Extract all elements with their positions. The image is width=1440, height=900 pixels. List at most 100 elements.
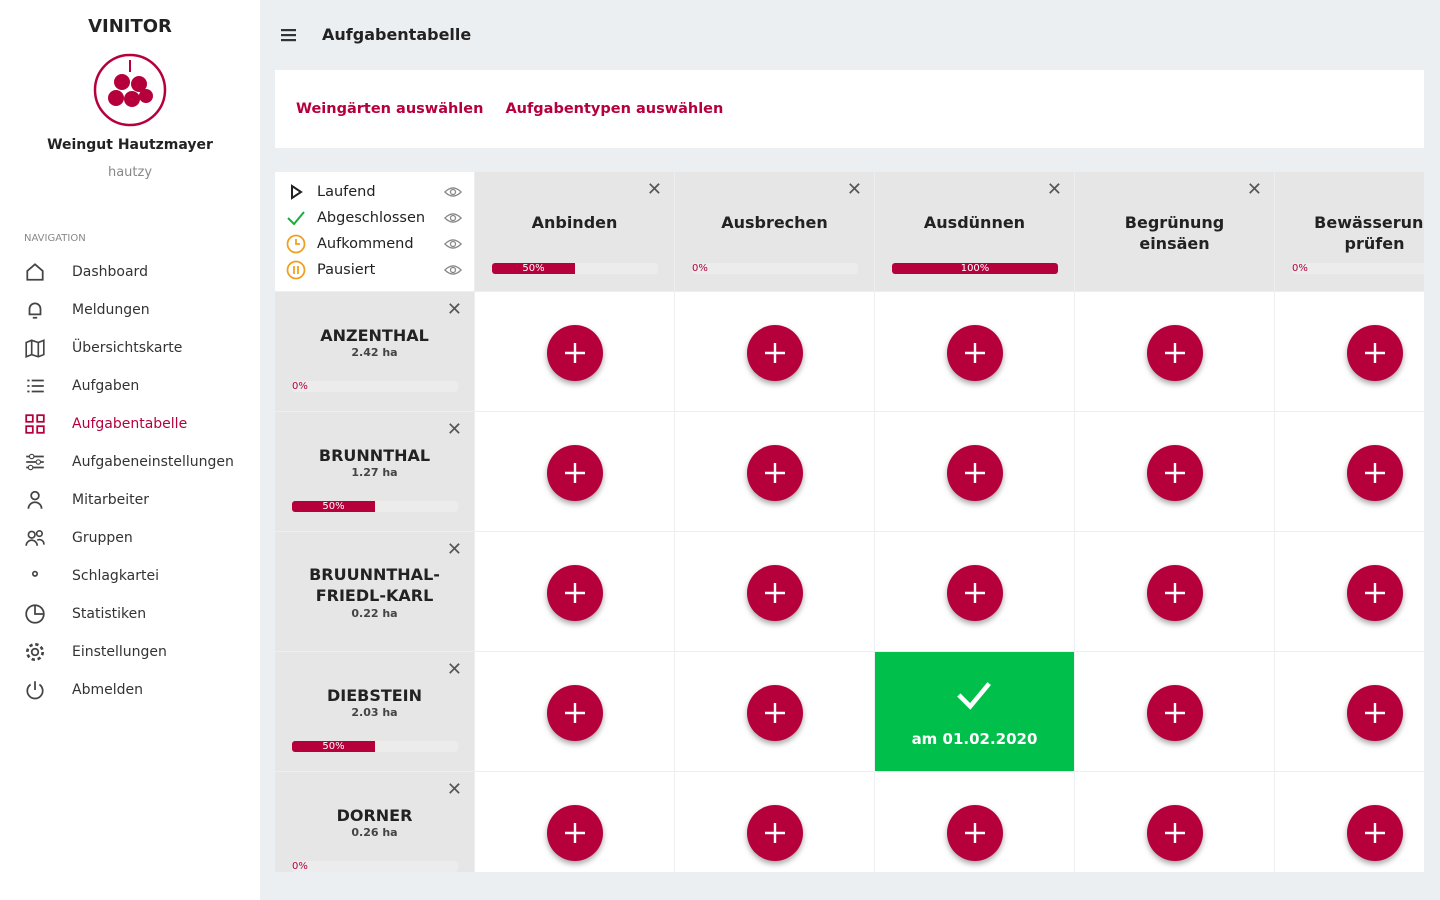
- visibility-toggle-svg: [444, 213, 462, 223]
- plus-icon: [565, 583, 585, 603]
- legend-icon-svg: [291, 184, 303, 200]
- plus-icon: [965, 583, 985, 603]
- task-name: Ausdünnen: [923, 213, 1026, 232]
- nav-item[interactable]: Aufgabeneinstellungen: [24, 447, 254, 477]
- filter-card: Weingärten auswählen Aufgabentypen auswäh…: [275, 70, 1424, 148]
- add-button[interactable]: [1147, 805, 1203, 861]
- nav-icon: [24, 603, 60, 625]
- nav-icon-svg: [26, 453, 44, 471]
- progress-bar: 50%: [492, 263, 658, 274]
- task-cell: [675, 292, 874, 411]
- progress-bar: 0%: [1292, 263, 1424, 274]
- nav-item[interactable]: Abmelden: [24, 675, 254, 705]
- progress-bar: 0%: [292, 861, 458, 872]
- add-button[interactable]: [1347, 685, 1403, 741]
- nav-item[interactable]: Gruppen: [24, 523, 254, 553]
- task-name: Ausbrechen: [721, 213, 828, 232]
- progress-bar: 0%: [692, 263, 858, 274]
- remove-button[interactable]: ✕: [446, 659, 462, 680]
- task-table: Laufend Abgeschlossen Aufkommend Pausiert ✕ A…: [275, 172, 1424, 872]
- add-button[interactable]: [747, 685, 803, 741]
- nav-icon: [24, 261, 60, 283]
- nav-item[interactable]: Dashboard: [24, 257, 254, 287]
- add-button[interactable]: [747, 805, 803, 861]
- add-button[interactable]: [947, 805, 1003, 861]
- add-button[interactable]: [1147, 565, 1203, 621]
- remove-button[interactable]: ✕: [446, 539, 462, 560]
- nav-item[interactable]: Aufgaben: [24, 371, 254, 401]
- plus-icon: [965, 823, 985, 843]
- task-cell: [1075, 532, 1274, 651]
- task-header: ✕ Ausbrechen 0%: [675, 172, 874, 291]
- nav-text: Gruppen: [72, 530, 133, 546]
- add-button[interactable]: [747, 445, 803, 501]
- legend-icon-svg: [286, 260, 306, 280]
- completed-cell[interactable]: am 01.02.2020: [875, 652, 1074, 771]
- plus-icon: [1165, 823, 1185, 843]
- visibility-toggle[interactable]: [444, 183, 462, 205]
- nav-item[interactable]: Übersichtskarte: [24, 333, 254, 363]
- add-button[interactable]: [547, 325, 603, 381]
- add-button[interactable]: [547, 685, 603, 741]
- nav-icon-svg: [26, 263, 44, 281]
- add-button[interactable]: [947, 565, 1003, 621]
- nav-item[interactable]: Schlagkartei: [24, 561, 254, 591]
- company: Weingut Hautzmayer: [47, 137, 213, 153]
- add-button[interactable]: [1147, 445, 1203, 501]
- progress-fill: [892, 263, 1058, 274]
- progress-bar: 50%: [292, 501, 458, 512]
- add-button[interactable]: [1147, 685, 1203, 741]
- visibility-toggle[interactable]: [444, 235, 462, 257]
- nav-item[interactable]: Statistiken: [24, 599, 254, 629]
- nav-item[interactable]: Mitarbeiter: [24, 485, 254, 515]
- check-icon: [955, 676, 993, 718]
- add-button[interactable]: [1347, 805, 1403, 861]
- nav-item[interactable]: Aufgabentabelle: [24, 409, 254, 439]
- add-button[interactable]: [1147, 325, 1203, 381]
- add-button[interactable]: [1347, 325, 1403, 381]
- vineyard-area: 2.03 ha: [351, 706, 398, 719]
- vineyard-header: ✕ ANZENTHAL 2.42 ha 0%: [275, 292, 474, 411]
- filter-link[interactable]: Aufgabentypen auswählen: [505, 101, 724, 117]
- nav-icon: [24, 299, 60, 321]
- task-cell: [1075, 412, 1274, 531]
- vineyard-area: 0.22 ha: [351, 607, 398, 620]
- vineyard-area: 1.27 ha: [351, 466, 398, 479]
- nav-item[interactable]: Einstellungen: [24, 637, 254, 667]
- nav-icon-svg: [28, 302, 42, 319]
- task-cell: [875, 772, 1074, 872]
- remove-button[interactable]: ✕: [1246, 179, 1262, 200]
- add-button[interactable]: [547, 445, 603, 501]
- add-button[interactable]: [547, 565, 603, 621]
- nav-text: Mitarbeiter: [72, 492, 150, 508]
- add-button[interactable]: [1347, 565, 1403, 621]
- progress-fill: [292, 501, 375, 512]
- filter-link[interactable]: Weingärten auswählen: [296, 101, 484, 117]
- remove-button[interactable]: ✕: [446, 779, 462, 800]
- check-icon-svg: [957, 682, 991, 710]
- plus-icon: [1365, 463, 1385, 483]
- add-button[interactable]: [747, 565, 803, 621]
- remove-button[interactable]: ✕: [446, 419, 462, 440]
- add-button[interactable]: [1347, 445, 1403, 501]
- nav-item[interactable]: Meldungen: [24, 295, 254, 325]
- add-button[interactable]: [947, 445, 1003, 501]
- brand: VINITOR: [88, 16, 172, 37]
- nav-icon-svg: [31, 570, 39, 577]
- remove-button[interactable]: ✕: [1046, 179, 1062, 200]
- remove-button[interactable]: ✕: [646, 179, 662, 200]
- menu-icon[interactable]: [281, 28, 297, 42]
- completed-date: am 01.02.2020: [911, 730, 1038, 748]
- progress-fill: [492, 263, 575, 274]
- add-button[interactable]: [747, 325, 803, 381]
- add-button[interactable]: [547, 805, 603, 861]
- remove-button[interactable]: ✕: [846, 179, 862, 200]
- remove-button[interactable]: ✕: [446, 299, 462, 320]
- visibility-toggle[interactable]: [444, 209, 462, 231]
- plus-icon: [765, 583, 785, 603]
- task-cell: [875, 412, 1074, 531]
- visibility-toggle[interactable]: [444, 261, 462, 283]
- add-button[interactable]: [947, 325, 1003, 381]
